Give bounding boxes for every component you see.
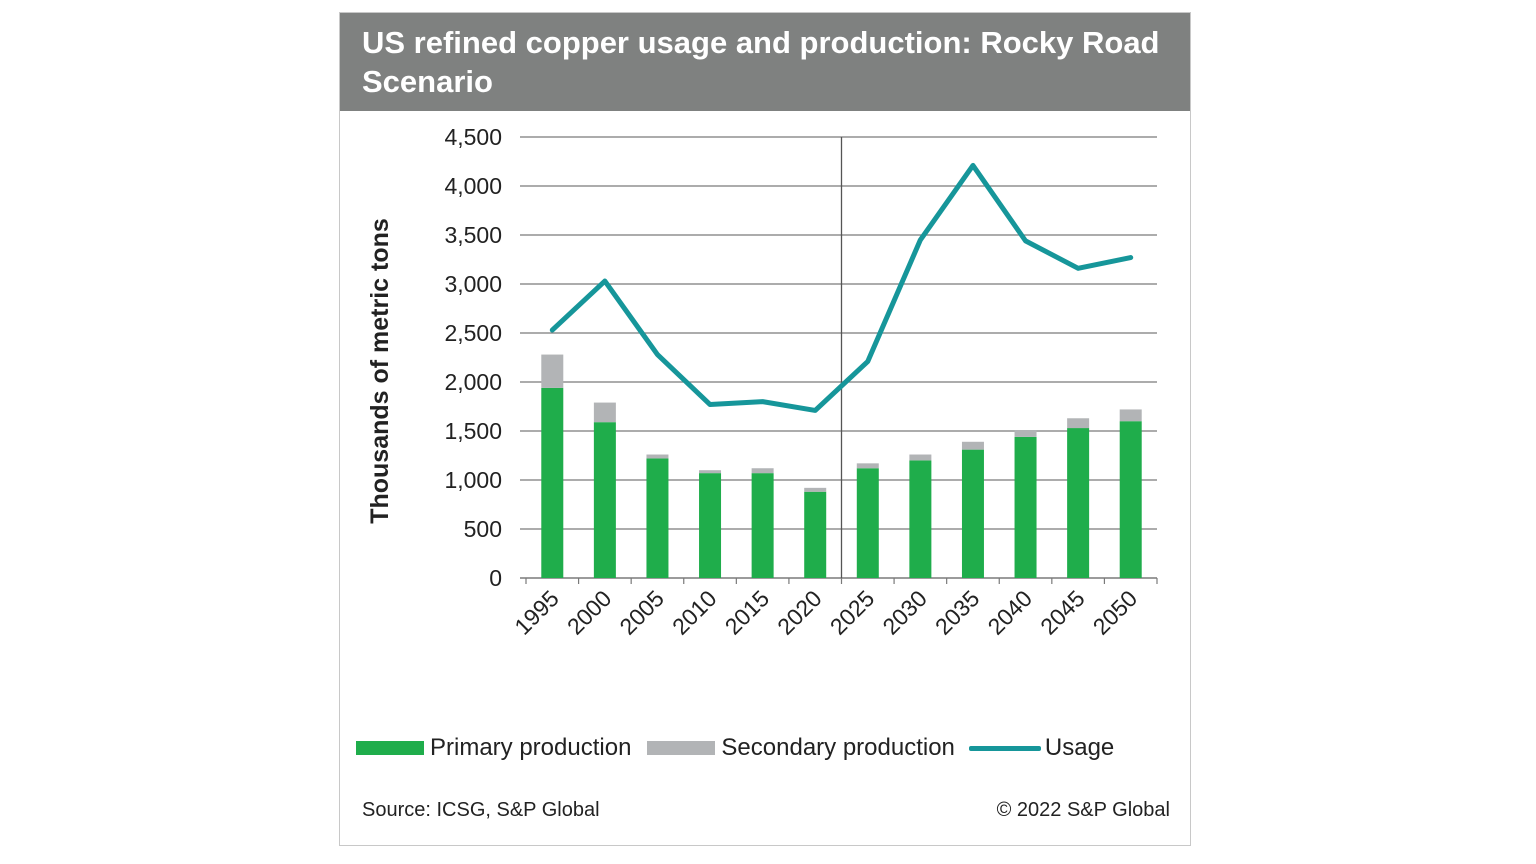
x-tick-label: 2035 — [930, 585, 985, 640]
legend-swatch-usage — [968, 745, 1041, 751]
legend-item-primary: Primary production — [356, 734, 631, 762]
bar-primary — [751, 473, 774, 578]
x-tick-label: 2040 — [983, 585, 1038, 640]
bar-primary — [961, 449, 984, 578]
bar-primary — [856, 468, 879, 578]
x-tick-label: 2045 — [1035, 585, 1090, 640]
legend-swatch-secondary — [647, 741, 716, 755]
usage-line — [549, 162, 1134, 413]
bar-secondary — [1014, 430, 1037, 437]
y-tick-label: 2,500 — [444, 320, 502, 346]
x-tick-label: 2030 — [877, 585, 932, 640]
bar-secondary — [541, 354, 564, 388]
source-note: Source: ICSG, S&P Global — [362, 799, 600, 821]
legend-item-usage: Usage — [968, 734, 1115, 762]
title-bar: US refined copper usage and production: … — [340, 13, 1190, 111]
x-tick-label: 2015 — [720, 585, 775, 640]
bar-secondary — [751, 468, 774, 474]
x-tick-label: 1995 — [509, 585, 564, 640]
legend-swatch-primary — [356, 741, 424, 755]
chart-title: US refined copper usage and production: … — [362, 25, 1160, 99]
bar-secondary — [1067, 418, 1090, 429]
y-tick-label: 500 — [464, 516, 502, 542]
y-tick-label: 0 — [489, 565, 502, 591]
legend-label-usage: Usage — [1044, 734, 1115, 761]
copyright-note: © 2022 S&P Global — [996, 799, 1170, 821]
bar-secondary — [699, 470, 722, 474]
bar-primary — [909, 460, 932, 578]
bar-primary — [646, 458, 669, 578]
y-tick-label: 4,000 — [444, 173, 502, 199]
legend-label-secondary: Secondary production — [721, 734, 955, 761]
footer: Source: ICSG, S&P Global © 2022 S&P Glob… — [362, 799, 1170, 823]
y-tick-label: 3,000 — [444, 271, 502, 297]
chart-card: US refined copper usage and production: … — [339, 12, 1191, 846]
legend-item-secondary: Secondary production — [647, 734, 955, 762]
x-tick-label: 2025 — [825, 585, 880, 640]
legend-label-primary: Primary production — [430, 734, 632, 761]
x-tick-label: 2000 — [562, 585, 617, 640]
bar-primary — [1014, 436, 1037, 578]
bar-secondary — [646, 454, 669, 459]
y-tick-label: 3,500 — [444, 222, 502, 248]
x-tick-label: 2005 — [614, 585, 669, 640]
bar-primary — [699, 473, 722, 578]
legend: Primary production Secondary production … — [356, 733, 1186, 763]
bar-secondary — [1119, 409, 1142, 422]
bar-primary — [1119, 421, 1142, 578]
x-tick-label: 2010 — [667, 585, 722, 640]
bar-secondary — [804, 487, 827, 492]
bar-primary — [1067, 428, 1090, 578]
bar-primary — [804, 491, 827, 578]
bar-primary — [541, 387, 564, 578]
y-axis-label: Thousands of metric tons — [366, 218, 394, 524]
y-tick-label: 1,500 — [444, 418, 502, 444]
bar-primary — [593, 422, 616, 578]
chart-plot: 0 500 1,000 1,500 2,000 2,500 3,000 3,500 4,000 4… — [366, 124, 1158, 640]
bar-secondary — [856, 463, 879, 469]
x-tick-label: 2050 — [1088, 585, 1143, 640]
y-tick-label: 2,000 — [444, 369, 502, 395]
bar-secondary — [909, 454, 932, 461]
y-tick-label: 1,000 — [444, 467, 502, 493]
x-tick-label: 2020 — [772, 585, 827, 640]
y-tick-label: 4,500 — [444, 124, 502, 150]
bar-secondary — [593, 402, 616, 423]
bar-secondary — [961, 441, 984, 450]
